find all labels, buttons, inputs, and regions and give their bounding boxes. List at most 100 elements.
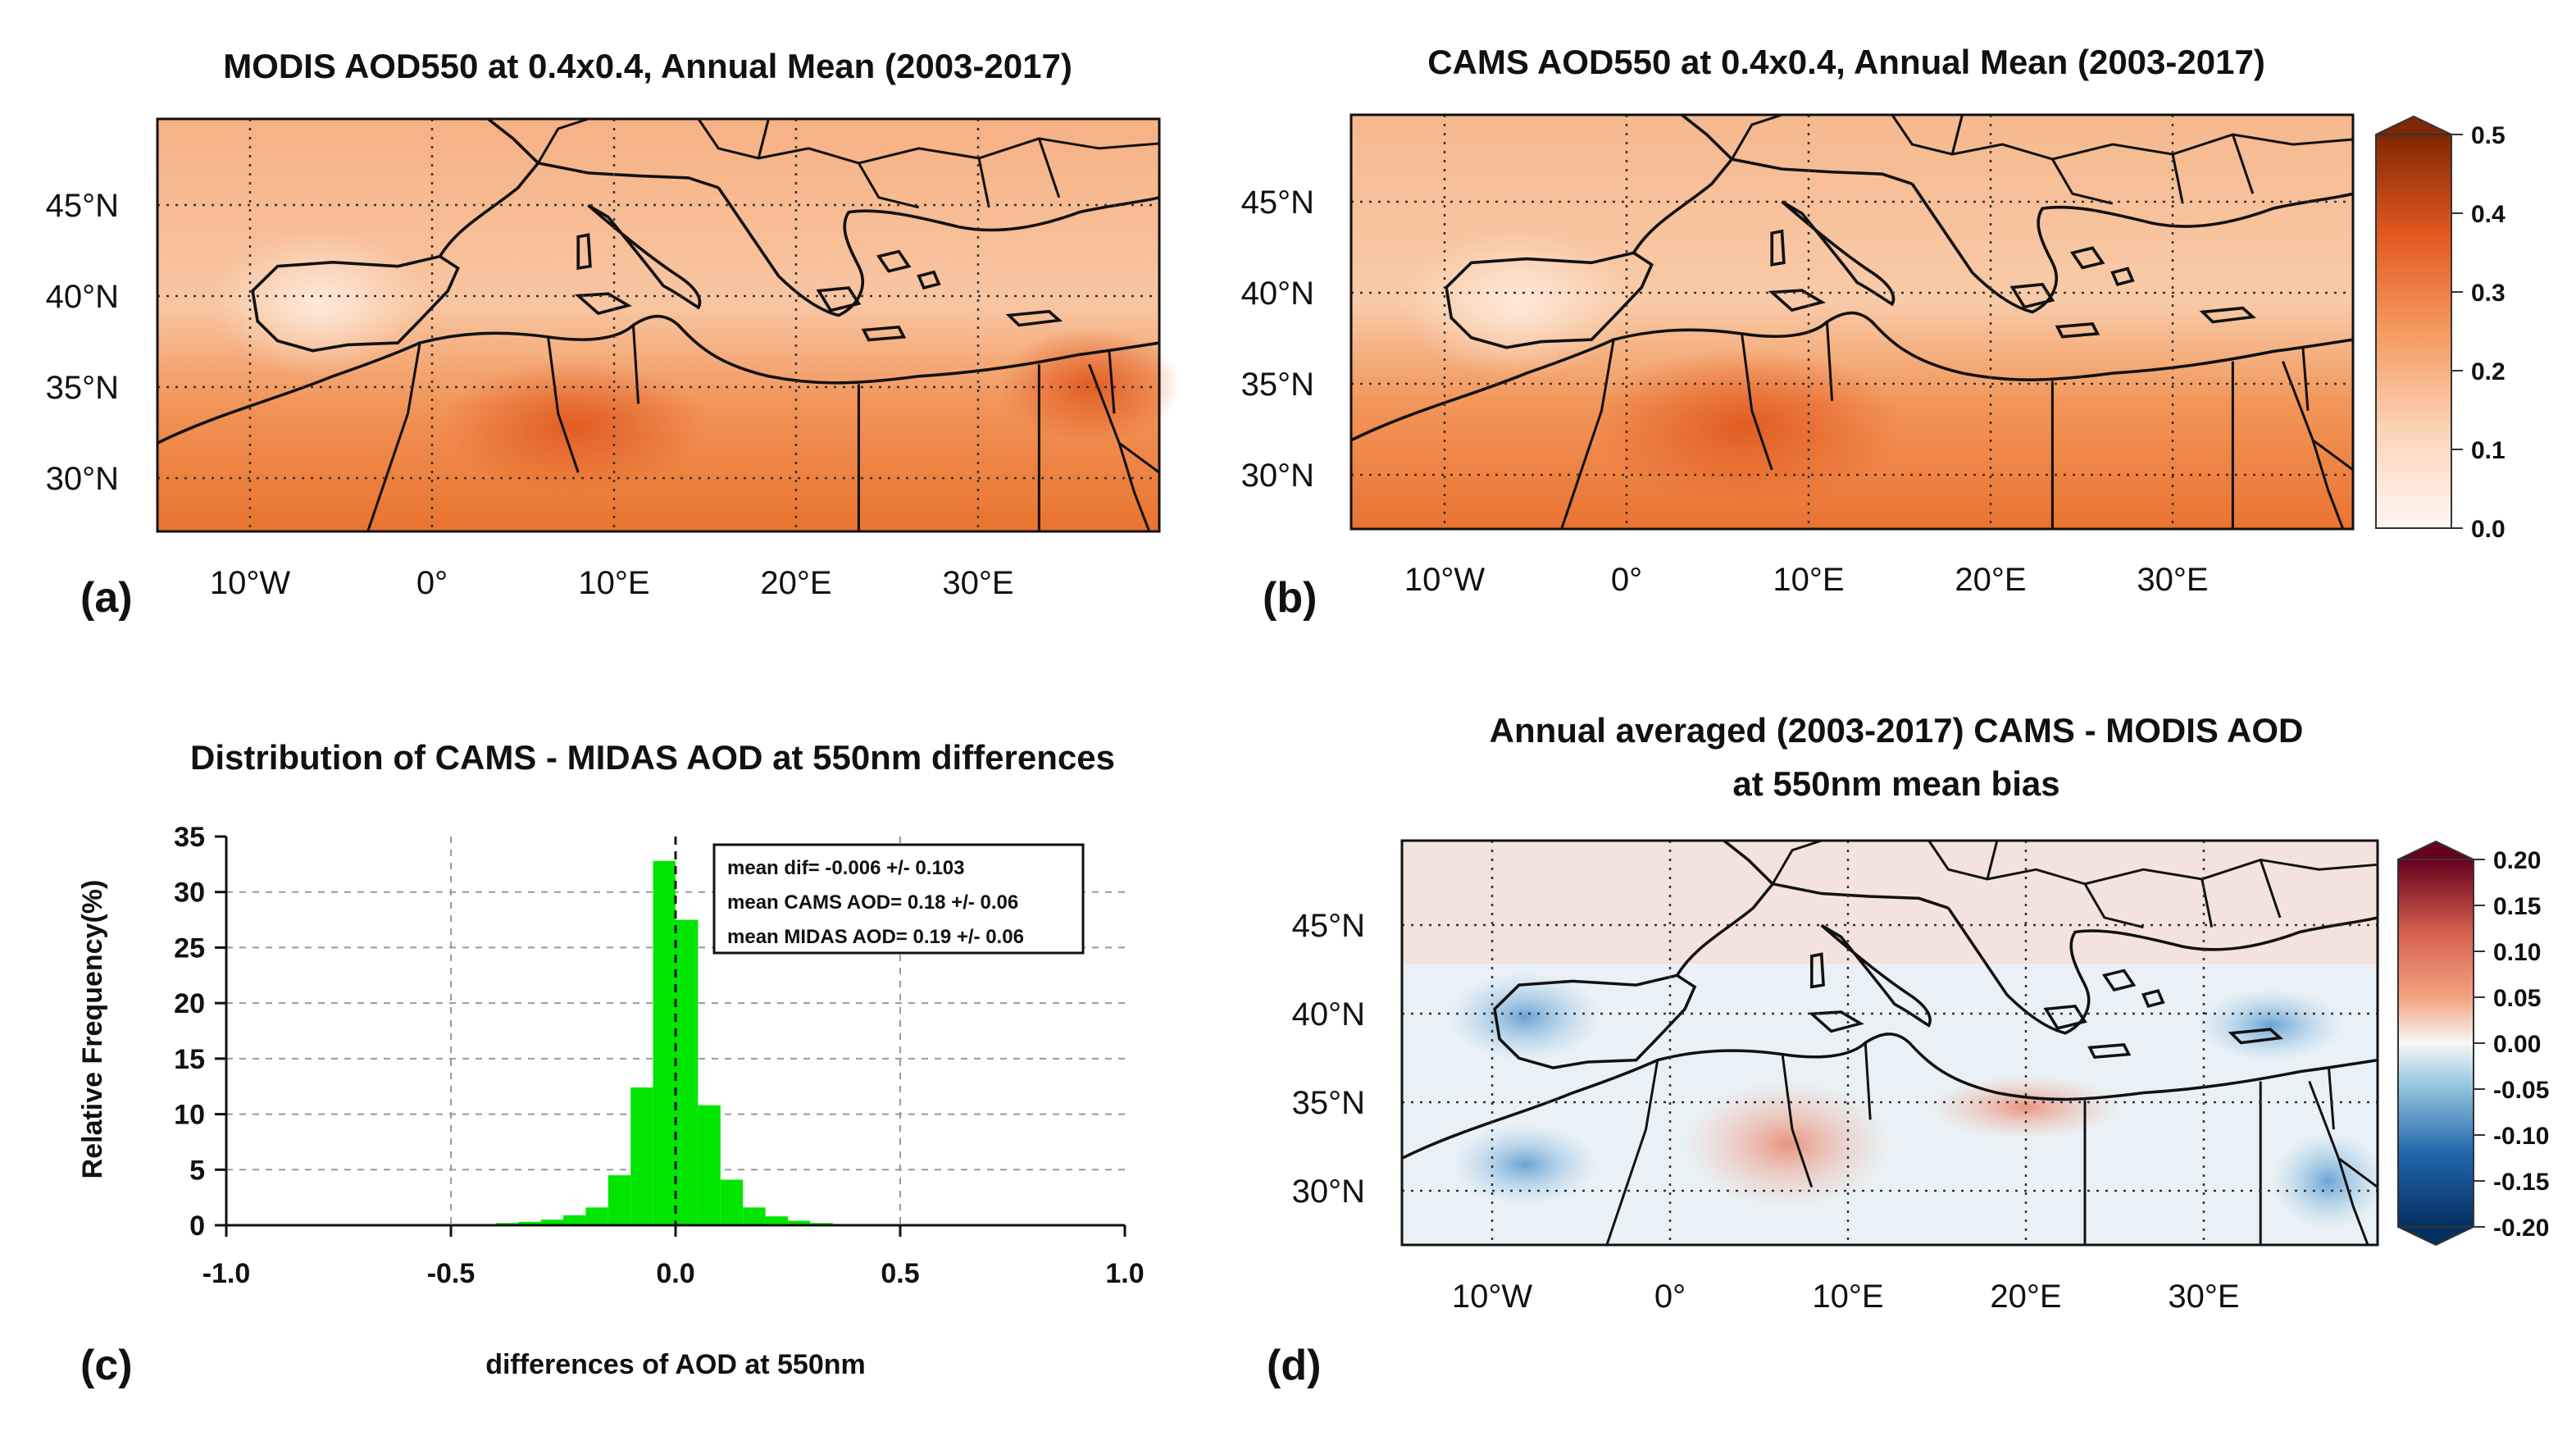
map-d-north-positive: [1402, 841, 2378, 964]
hist-stat-mean-dif: mean dif= -0.006 +/- 0.103: [727, 857, 965, 879]
hist-y-tick-label: 15: [174, 1044, 205, 1075]
map-d-lat-35: 35°N: [1292, 1085, 1365, 1121]
map-b-lat-40: 40°N: [1241, 276, 1314, 312]
map-a-lon-20e: 20°E: [760, 565, 831, 601]
hist-bar: [788, 1220, 811, 1225]
panel-c: Distribution of CAMS - MIDAS AOD at 550n…: [77, 738, 1145, 1389]
hist-y-tick-label: 30: [174, 878, 205, 909]
map-d-gridlines: [1402, 841, 2378, 1245]
map-b-lat-35: 35°N: [1241, 367, 1314, 403]
map-d-sahara-positive: [1681, 1078, 1894, 1210]
colorbar-bias-tick-label: 0.05: [2493, 985, 2541, 1012]
hist-x-tick-label: 0.5: [881, 1258, 919, 1289]
map-b-lon-10e: 10°E: [1773, 562, 1844, 598]
panel-a: MODIS AOD550 at 0.4x0.4, Annual Mean (20…: [46, 47, 1181, 622]
map-d: [1400, 839, 2386, 1247]
panel-a-title: MODIS AOD550 at 0.4x0.4, Annual Mean (20…: [223, 47, 1072, 85]
colorbar-bias-tick-label: 0.15: [2493, 893, 2541, 920]
hist-bar: [518, 1221, 541, 1225]
histogram: 0 5 10 15 20 25 30 35 -1.0 -0.5 0.0 0.5 1.0: [174, 822, 1144, 1289]
map-d-lat-40: 40°N: [1292, 996, 1365, 1033]
hist-bar: [720, 1179, 744, 1225]
hist-x-tick-label: -0.5: [427, 1258, 476, 1289]
map-b-lat-45: 45°N: [1241, 185, 1314, 221]
map-a-lat-40: 40°N: [46, 279, 119, 315]
map-d-levant-negative: [2271, 1132, 2386, 1230]
map-b-iberia-low: [1402, 230, 1632, 377]
hist-bar: [540, 1219, 563, 1225]
map-a-iberia-low: [213, 230, 426, 377]
map-a-frame: [156, 117, 1161, 533]
panel-b-label: (b): [1263, 574, 1317, 622]
map-d-libya-positive: [1927, 1074, 2123, 1140]
colorbar-bias-tick-label: -0.15: [2493, 1169, 2549, 1196]
map-d-lon-10e: 10°E: [1812, 1279, 1883, 1315]
hist-stat-mean-midas: mean MIDAS AOD= 0.19 +/- 0.06: [727, 926, 1024, 948]
hist-y-tick-label: 20: [174, 988, 205, 1019]
map-b-lon-20e: 20°E: [1955, 562, 2026, 598]
colorbar-aod-tick-label: 0.1: [2471, 437, 2505, 464]
map-a-dust-high: [443, 361, 705, 492]
hist-xlabel: differences of AOD at 550nm: [485, 1349, 866, 1380]
colorbar-bias-ramp: [2397, 859, 2474, 1228]
hist-stat-mean-cams: mean CAMS AOD= 0.18 +/- 0.06: [727, 891, 1018, 914]
hist-bar: [630, 1087, 653, 1225]
colorbar-bias-tick-label: 0.20: [2493, 847, 2541, 874]
map-b-lon-30e: 30°E: [2137, 562, 2208, 598]
hist-x-tick-label: -1.0: [203, 1258, 251, 1289]
hist-y-tick-label: 25: [174, 932, 205, 964]
panel-d: Annual averaged (2003-2017) CAMS - MODIS…: [1267, 711, 2549, 1389]
hist-y-tick-label: 35: [174, 822, 205, 853]
panel-c-title: Distribution of CAMS - MIDAS AOD at 550n…: [190, 738, 1115, 777]
colorbar-bias-arrow-bottom: [2397, 1226, 2474, 1247]
colorbar-aod-ramp: [2375, 134, 2452, 529]
colorbar-aod-tick-label: 0.5: [2471, 122, 2505, 149]
colorbar-bias-arrow-top: [2397, 840, 2474, 860]
hist-stats-frame: [712, 843, 1085, 955]
colorbar-aod-arrow: [2375, 115, 2452, 135]
hist-stats-box: mean dif= -0.006 +/- 0.103 mean CAMS AOD…: [712, 843, 1085, 955]
colorbar-aod: 0.5 0.4 0.3 0.2 0.1 0.0: [2375, 115, 2505, 543]
panel-d-label: (d): [1267, 1342, 1321, 1389]
hist-bar: [743, 1207, 766, 1225]
hist-y-tick-label: 0: [189, 1210, 205, 1242]
map-a: [156, 117, 1181, 533]
hist-ylabel: Relative Frequency(%): [77, 880, 108, 1179]
hist-bar: [676, 919, 699, 1225]
panel-b: CAMS AOD550 at 0.4x0.4, Annual Mean (200…: [1241, 43, 2505, 622]
map-d-lon-0: 0°: [1654, 1279, 1686, 1315]
colorbar-aod-tick-label: 0.2: [2471, 358, 2505, 385]
map-a-lon-10w: 10°W: [210, 565, 290, 601]
colorbar-bias-tick-label: -0.05: [2493, 1077, 2549, 1104]
map-a-lon-10e: 10°E: [578, 565, 649, 601]
map-d-lon-20e: 20°E: [1990, 1279, 2061, 1315]
map-d-lat-45: 45°N: [1292, 908, 1365, 944]
colorbar-bias-tick-label: 0.00: [2493, 1031, 2541, 1058]
map-b: [1349, 113, 2355, 531]
colorbar-aod-tick-label: 0.3: [2471, 280, 2505, 307]
hist-y-tick-label: 10: [174, 1100, 205, 1131]
map-a-lon-30e: 30°E: [942, 565, 1013, 601]
hist-x-tick-label: 1.0: [1105, 1258, 1144, 1289]
map-b-frame: [1349, 113, 2355, 531]
hist-y-tick-label: 5: [189, 1155, 205, 1186]
map-d-iberia-negative: [1447, 972, 1603, 1062]
panel-b-title: CAMS AOD550 at 0.4x0.4, Annual Mean (200…: [1427, 43, 2265, 81]
map-a-lon-0: 0°: [416, 565, 448, 601]
map-d-frame: [1400, 839, 2379, 1247]
colorbar-bias: 0.20 0.15 0.10 0.05 0.00 -0.05 -0.10 -0.15 -0.20: [2397, 840, 2549, 1247]
colorbar-bias-tick-label: -0.10: [2493, 1123, 2549, 1150]
colorbar-aod-tick-label: 0.4: [2471, 201, 2505, 228]
map-d-morocco-negative: [1451, 1124, 1599, 1206]
map-d-lat-30: 30°N: [1292, 1174, 1365, 1210]
panel-d-title-line1: Annual averaged (2003-2017) CAMS - MODIS…: [1490, 711, 2304, 750]
colorbar-bias-tick-label: -0.20: [2493, 1215, 2549, 1242]
hist-x-tick-label: 0.0: [656, 1258, 694, 1289]
map-a-lat-45: 45°N: [46, 188, 119, 224]
colorbar-bias-tick-label: 0.10: [2493, 939, 2541, 966]
hist-bar: [653, 860, 676, 1225]
hist-bar: [698, 1105, 721, 1225]
hist-bar: [765, 1216, 788, 1225]
map-a-lat-30: 30°N: [46, 461, 119, 497]
